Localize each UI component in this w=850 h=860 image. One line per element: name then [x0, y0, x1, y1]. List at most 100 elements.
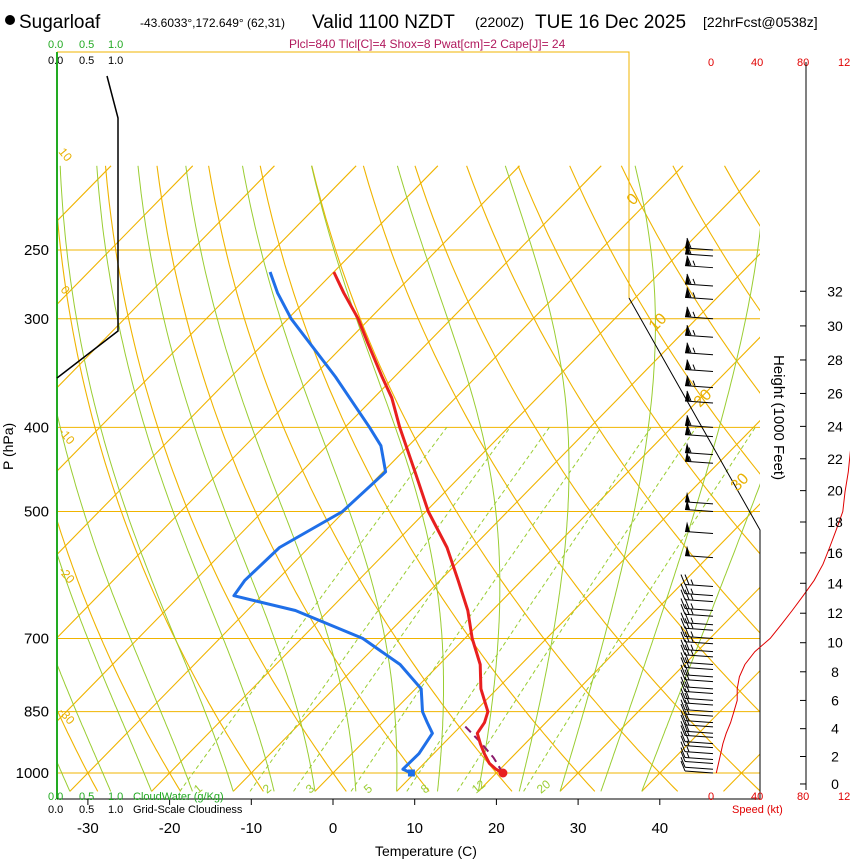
- barb-staff: [684, 734, 714, 738]
- barb-staff: [684, 555, 714, 559]
- cloudwater-legend: CloudWater (g/Kg): [133, 791, 224, 803]
- dry-adiabat-line: [414, 165, 760, 713]
- barb-flag: [686, 375, 692, 386]
- wind-barb: [684, 287, 714, 300]
- barb-staff: [684, 385, 714, 389]
- barb-flag: [680, 710, 686, 721]
- height-tick-label: 30: [827, 318, 843, 334]
- barb-flag: [684, 676, 690, 688]
- barb-flag: [680, 681, 686, 692]
- plot-frame: [57, 51, 630, 298]
- cloudiness-tick: 0.5: [79, 55, 94, 67]
- cloudwater-tick: 1.0: [108, 39, 123, 51]
- moist-adiabat-line: [185, 165, 357, 792]
- barb-flag: [680, 725, 686, 736]
- speed-tick: 12: [838, 57, 850, 69]
- barb-flag: [680, 604, 686, 615]
- barb-pennant: [685, 375, 690, 386]
- cloudwater-tick: 0.0: [48, 39, 63, 51]
- barb-flag: [684, 583, 690, 594]
- speed-tick: 0: [708, 57, 714, 69]
- isotherm-line: [0, 166, 29, 792]
- pressure-label: 700: [24, 630, 49, 647]
- barb-staff: [684, 316, 714, 320]
- dry-adiabat-line: [311, 165, 679, 792]
- cloudiness-tick: 0.0: [48, 804, 63, 816]
- x-tick-label: 0: [329, 820, 337, 837]
- barb-staff: [684, 434, 714, 438]
- barb-staff: [684, 709, 714, 713]
- dry-adiabat-line: [208, 165, 513, 792]
- barb-staff: [684, 679, 714, 683]
- isotherm-label: 10: [56, 145, 76, 164]
- height-tick-label: 24: [827, 418, 843, 434]
- barb-flag: [684, 721, 690, 732]
- wind-barb: [680, 710, 714, 724]
- barb-flag: [680, 583, 686, 594]
- temperature-trace: [332, 271, 504, 775]
- barb-flag: [680, 626, 686, 637]
- station-coords: -43.6033°,172.649° (62,31): [140, 16, 285, 30]
- wind-barb: [680, 664, 714, 678]
- barb-staff: [684, 613, 714, 617]
- x-tick-label: -20: [159, 820, 181, 837]
- barb-flag: [686, 359, 692, 370]
- wind-barb: [684, 306, 714, 320]
- barb-staff: [684, 253, 714, 257]
- cloudiness-tick: 0.5: [79, 804, 94, 816]
- height-tick-label: 32: [827, 283, 843, 299]
- wind-barb: [680, 751, 714, 764]
- barb-pennant: [685, 287, 690, 298]
- dry-adiabat-line: [672, 165, 760, 312]
- barb-flag: [680, 657, 686, 668]
- barb-pennant: [685, 306, 690, 317]
- wind-barbs: [680, 237, 714, 774]
- barb-flag: [684, 714, 690, 726]
- x-tick-label: 40: [651, 820, 668, 837]
- cloudwater-ticks-bottom: 0.0 0.5 1.0 CloudWater (g/Kg): [48, 791, 224, 803]
- moist-adiabat-line: [59, 165, 234, 792]
- barb-half-flag: [690, 594, 694, 600]
- cloudiness-ticks-top: 0.0 0.5 1.0: [48, 55, 123, 67]
- barb-flag: [680, 618, 686, 629]
- speed-tick: 80: [797, 791, 809, 803]
- isotherm-line: [314, 336, 760, 792]
- barb-half-flag: [688, 447, 692, 453]
- barb-staff: [684, 247, 714, 251]
- moist-adiabat-line: [242, 165, 398, 792]
- surface-dewpoint-marker: [407, 769, 415, 777]
- barb-half-flag: [690, 623, 694, 629]
- height-tick-label: 6: [831, 692, 839, 708]
- parcel-trace: [462, 724, 504, 774]
- barb-flag: [686, 415, 692, 426]
- barb-flag: [680, 699, 686, 710]
- wind-barb: [684, 451, 714, 464]
- barb-flag: [686, 342, 692, 353]
- isotherm-label: 10: [646, 310, 671, 335]
- barb-staff: [684, 607, 714, 611]
- cloudiness-tick: 1.0: [108, 804, 123, 816]
- wind-barb: [684, 521, 714, 534]
- barb-staff: [684, 641, 714, 645]
- cloudwater-tick: 1.0: [108, 791, 123, 803]
- wind-barb: [680, 583, 714, 597]
- isotherm-line: [559, 586, 760, 792]
- pressure-label: 1000: [16, 765, 49, 782]
- valid-utc: (2200Z): [475, 14, 524, 30]
- speed-tick: 0: [708, 791, 714, 803]
- barb-flag: [680, 721, 686, 732]
- barb-staff: [684, 757, 714, 761]
- isotherm-line: [232, 253, 760, 792]
- barb-half-flag: [692, 260, 696, 266]
- barb-half-flag: [690, 649, 694, 656]
- barb-staff: [684, 654, 714, 658]
- standard-atmosphere-line: [56, 75, 119, 379]
- speed-axis-title: Speed (kt): [732, 804, 783, 816]
- barb-staff: [684, 730, 714, 734]
- pressure-label: 850: [24, 704, 49, 721]
- speed-tick: 80: [797, 57, 809, 69]
- mixr-label: 20: [534, 777, 553, 797]
- barb-pennant: [685, 325, 690, 336]
- barb-pennant: [685, 442, 690, 453]
- barb-flag: [684, 710, 690, 721]
